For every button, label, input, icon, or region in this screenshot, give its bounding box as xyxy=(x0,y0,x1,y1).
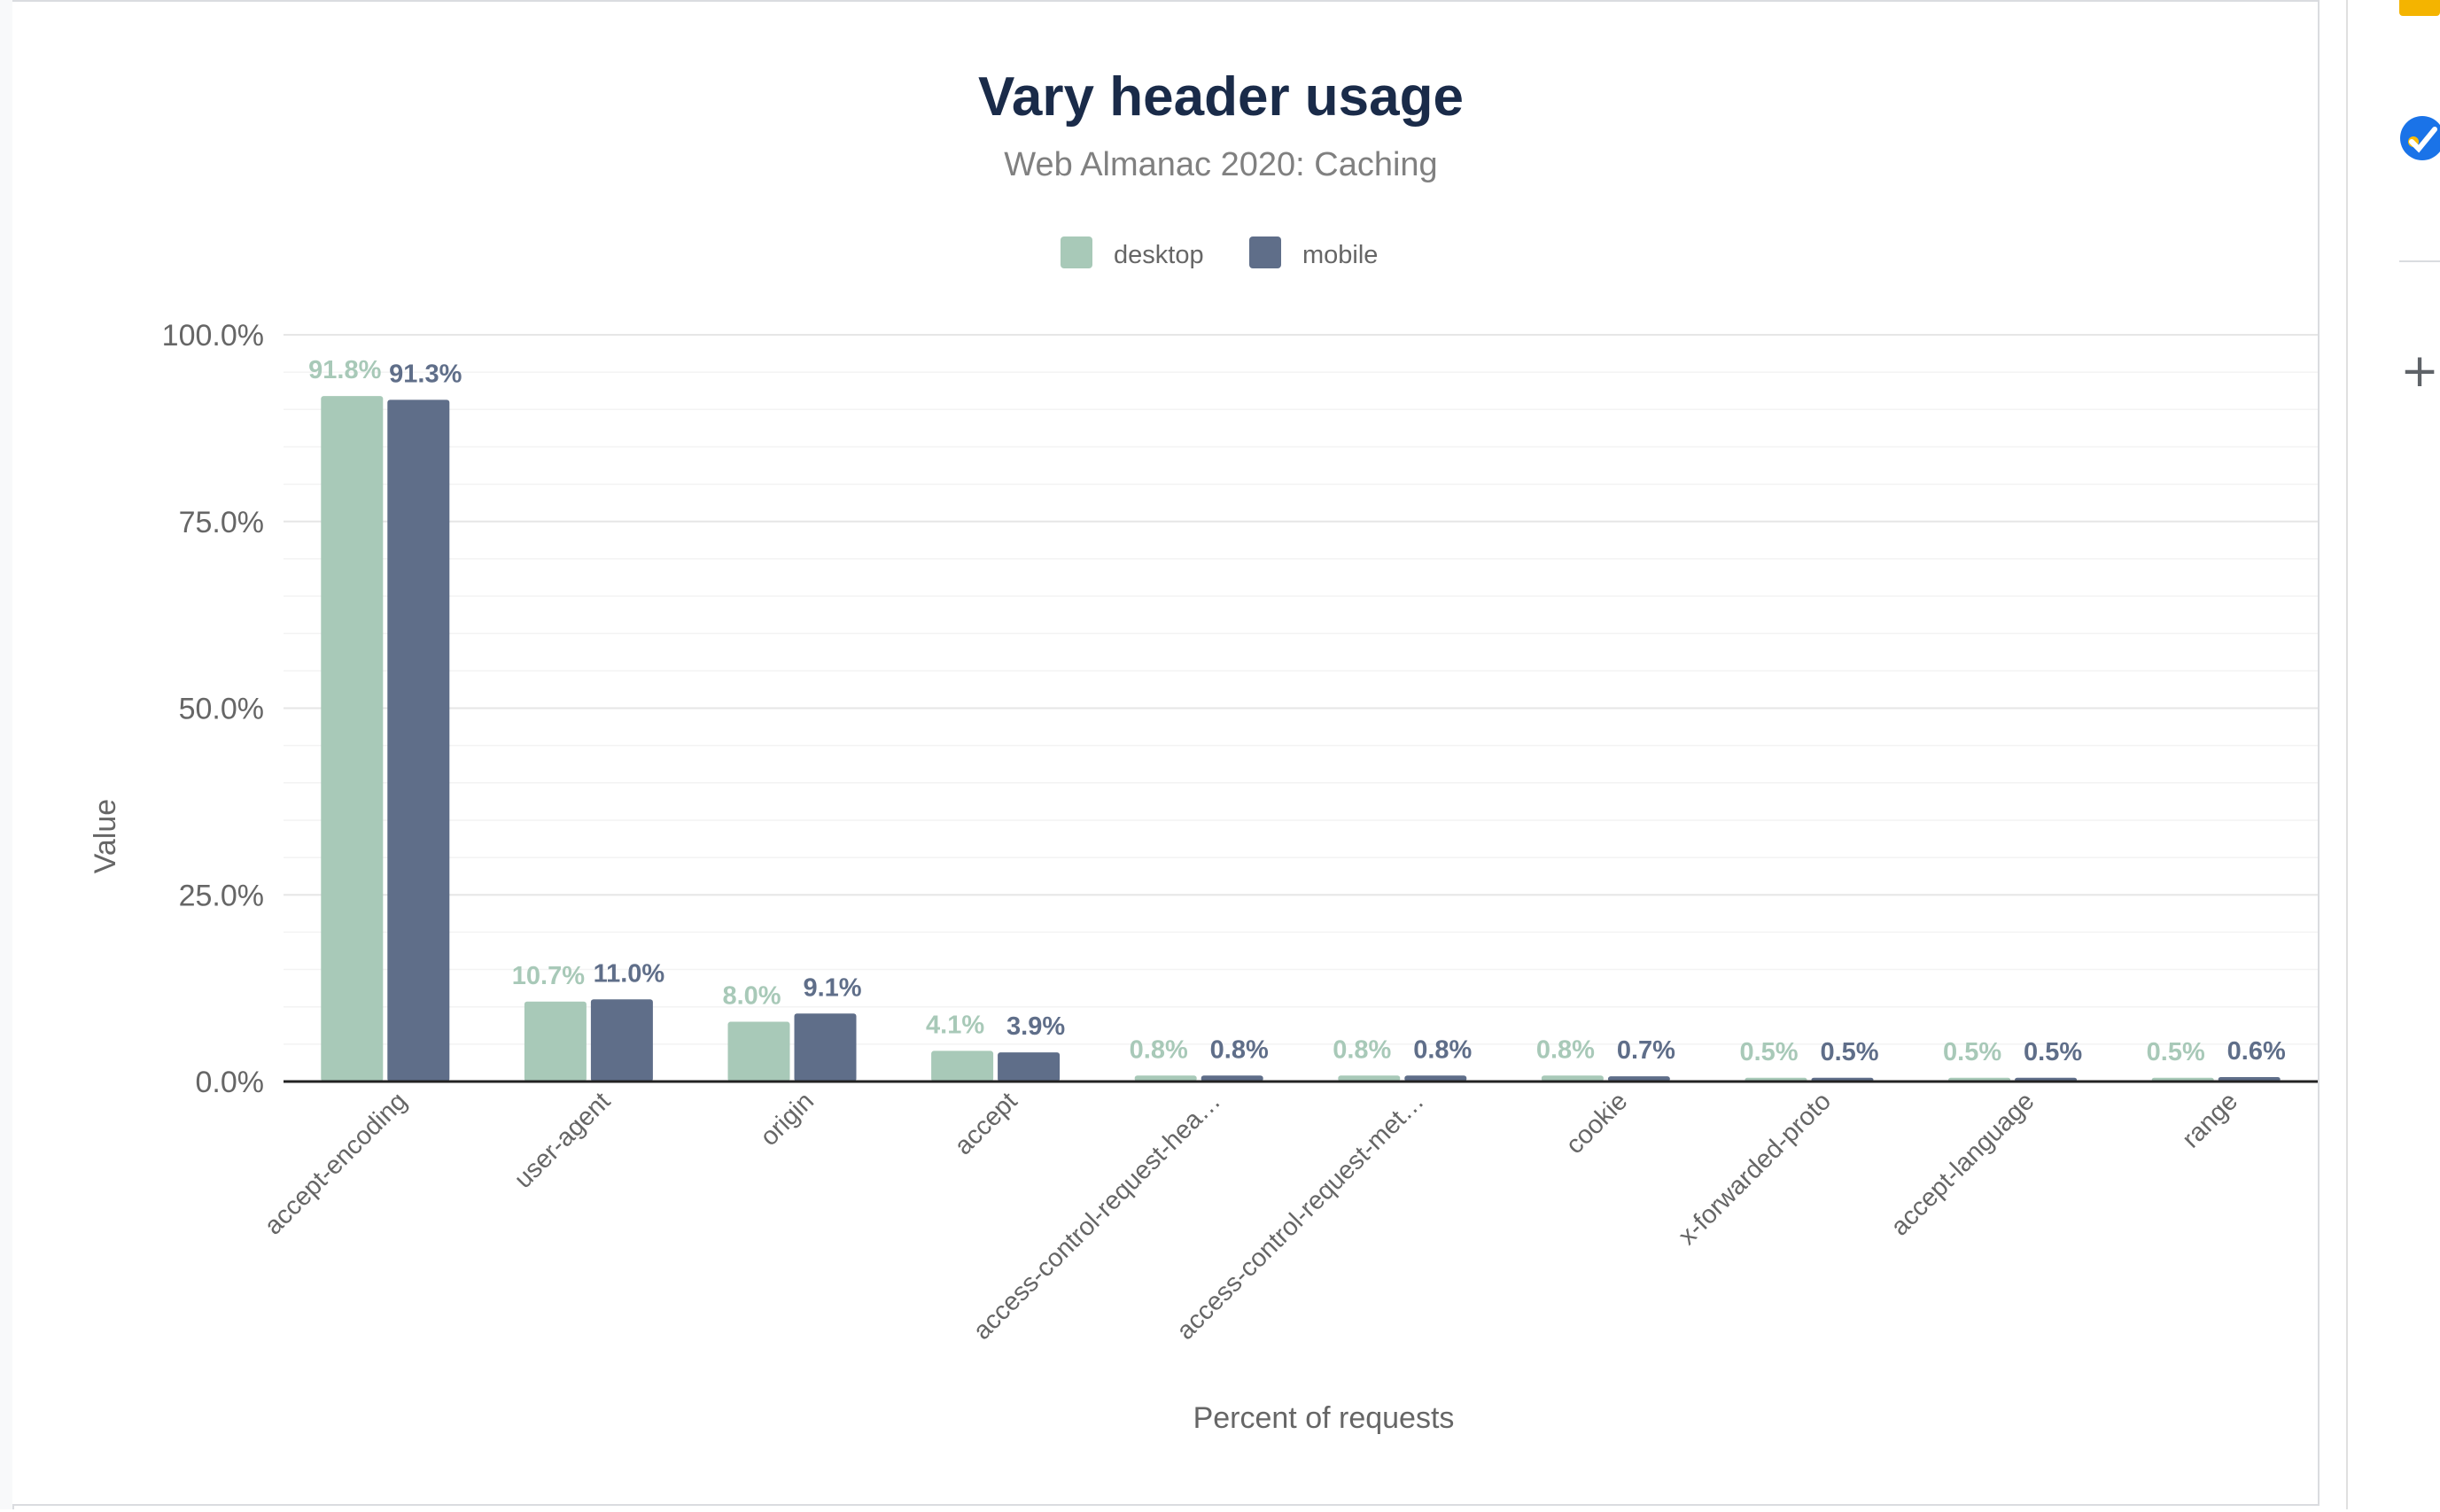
chart-card[interactable]: Vary header usage Web Almanac 2020: Cach… xyxy=(12,0,2320,1506)
legend-label-mobile: mobile xyxy=(1302,241,1378,269)
y-axis-ticks: 0.0% 25.0% 50.0% 75.0% 100.0% xyxy=(162,319,264,1099)
data-label-mobile: 0.8% xyxy=(1413,1035,1472,1064)
x-axis-ticks: accept-encoding user-agent origin acceptacc… xyxy=(260,1087,2244,1345)
data-label-desktop: 0.5% xyxy=(2147,1038,2205,1066)
y-tick-label: 100.0% xyxy=(162,319,264,353)
data-label-mobile: 9.1% xyxy=(803,973,861,1002)
y-tick-label: 75.0% xyxy=(179,506,264,539)
data-label-desktop: 0.8% xyxy=(1536,1035,1595,1064)
legend-swatch-mobile xyxy=(1249,236,1281,268)
x-axis-title: Percent of requests xyxy=(1193,1401,1455,1435)
legend: desktop mobile xyxy=(1061,236,1378,269)
bar-mobile[interactable] xyxy=(1201,1075,1263,1082)
data-label-desktop: 0.5% xyxy=(1739,1038,1798,1066)
x-tick-label: access-control-request-met… xyxy=(1171,1087,1430,1345)
x-tick-label: accept xyxy=(949,1087,1022,1160)
x-tick-label: x-forwarded-proto xyxy=(1673,1087,1836,1250)
bar-mobile[interactable] xyxy=(1404,1075,1467,1082)
chart-title: Vary header usage xyxy=(978,66,1464,128)
bar-desktop[interactable] xyxy=(1338,1075,1401,1082)
y-tick-label: 25.0% xyxy=(179,879,264,912)
data-label-desktop: 0.8% xyxy=(1130,1035,1188,1064)
data-label-mobile: 0.5% xyxy=(2024,1038,2082,1066)
y-tick-label: 50.0% xyxy=(179,693,264,726)
data-label-desktop: 0.5% xyxy=(1943,1038,2001,1066)
add-icon[interactable]: + xyxy=(2400,345,2439,398)
x-tick-label: origin xyxy=(755,1087,820,1151)
side-panel-divider xyxy=(2346,0,2348,1509)
bar-mobile[interactable] xyxy=(998,1052,1061,1082)
bars xyxy=(321,396,2281,1082)
data-label-mobile: 11.0% xyxy=(594,959,665,988)
bar-desktop[interactable] xyxy=(524,1001,587,1082)
value-labels: 91.8% 91.3% 10.7% 11.0% 8.0% 9.1% 4.1% 3.9% 0.8%… xyxy=(308,356,2286,1066)
bar-mobile[interactable] xyxy=(387,399,450,1082)
bar-desktop[interactable] xyxy=(931,1051,994,1082)
side-panel-separator xyxy=(2399,260,2440,262)
bar-desktop[interactable] xyxy=(321,396,384,1082)
x-tick-label: accept-encoding xyxy=(260,1087,413,1240)
bar-mobile[interactable] xyxy=(590,999,653,1082)
gridlines xyxy=(284,334,2318,1045)
data-label-desktop: 8.0% xyxy=(722,982,781,1011)
data-label-mobile: 3.9% xyxy=(1006,1012,1065,1041)
x-tick-label: user-agent xyxy=(509,1087,617,1194)
data-label-mobile: 0.7% xyxy=(1617,1036,1675,1065)
bar-desktop[interactable] xyxy=(1541,1075,1604,1082)
data-label-mobile: 0.6% xyxy=(2227,1037,2286,1066)
x-tick-label: cookie xyxy=(1560,1087,1633,1159)
data-label-desktop: 10.7% xyxy=(512,962,585,990)
chart-svg: Vary header usage Web Almanac 2020: Cach… xyxy=(89,66,2318,1435)
data-label-desktop: 91.8% xyxy=(308,356,381,384)
x-tick-label: range xyxy=(2177,1087,2243,1153)
data-label-desktop: 4.1% xyxy=(926,1011,984,1039)
bar-desktop[interactable] xyxy=(727,1021,790,1082)
data-label-desktop: 0.8% xyxy=(1333,1035,1391,1064)
x-tick-label: access-control-request-hea… xyxy=(968,1087,1227,1345)
keep-icon[interactable] xyxy=(2399,0,2440,16)
legend-item-desktop[interactable]: desktop xyxy=(1061,236,1204,269)
bar-mobile[interactable] xyxy=(794,1013,857,1082)
legend-item-mobile[interactable]: mobile xyxy=(1249,236,1378,269)
bar-desktop[interactable] xyxy=(1134,1075,1197,1082)
y-tick-label: 0.0% xyxy=(196,1066,265,1099)
legend-label-desktop: desktop xyxy=(1114,241,1204,269)
data-label-mobile: 0.8% xyxy=(1210,1035,1269,1064)
legend-swatch-desktop xyxy=(1061,236,1092,268)
y-axis-title: Value xyxy=(89,799,122,873)
data-label-mobile: 0.5% xyxy=(1820,1038,1878,1066)
tasks-icon[interactable] xyxy=(2399,115,2440,161)
side-panel: + xyxy=(2320,0,2440,1509)
chart-subtitle: Web Almanac 2020: Caching xyxy=(1004,146,1437,183)
x-tick-label: accept-language xyxy=(1885,1087,2040,1241)
data-label-mobile: 91.3% xyxy=(389,360,462,388)
